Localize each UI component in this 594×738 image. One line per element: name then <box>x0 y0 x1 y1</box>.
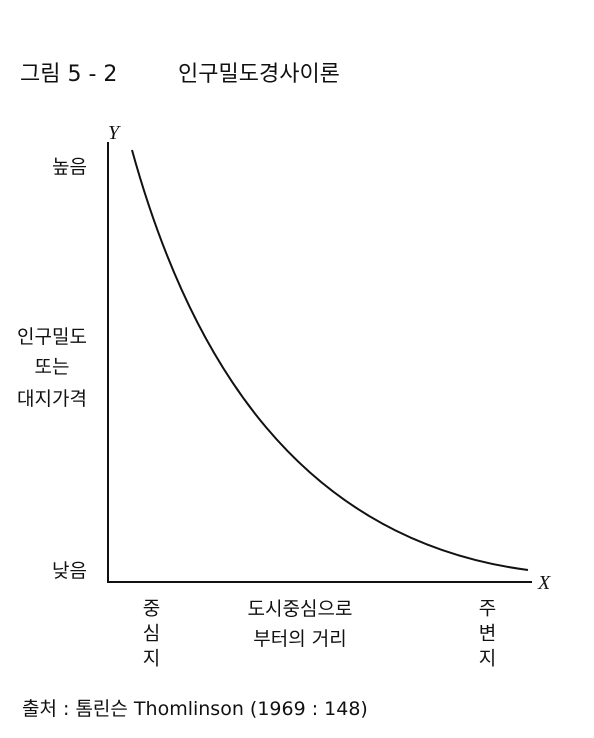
x-label: 부터의 거리 <box>253 628 347 650</box>
y-label: 대지가격 <box>17 388 87 410</box>
y-low: 낮음 <box>52 560 87 582</box>
x-letter: X <box>538 572 551 594</box>
x-label: 도시중심으로 <box>247 598 353 620</box>
source: 출처 : 톰린슨 Thomlinson (1969 : 148) <box>22 698 368 720</box>
x-periphery: 주변지 <box>475 598 497 673</box>
x-center: 중심지 <box>139 598 161 673</box>
figure-title: 인구밀도경사이론 <box>178 62 340 87</box>
figure-number: 그림 5 - 2 <box>20 62 118 87</box>
y-label: 또는 <box>34 356 70 378</box>
density-curve <box>131 149 529 571</box>
y-letter: Y <box>108 122 120 144</box>
y-high: 높음 <box>52 156 87 178</box>
y-label: 인구밀도 <box>17 326 87 348</box>
